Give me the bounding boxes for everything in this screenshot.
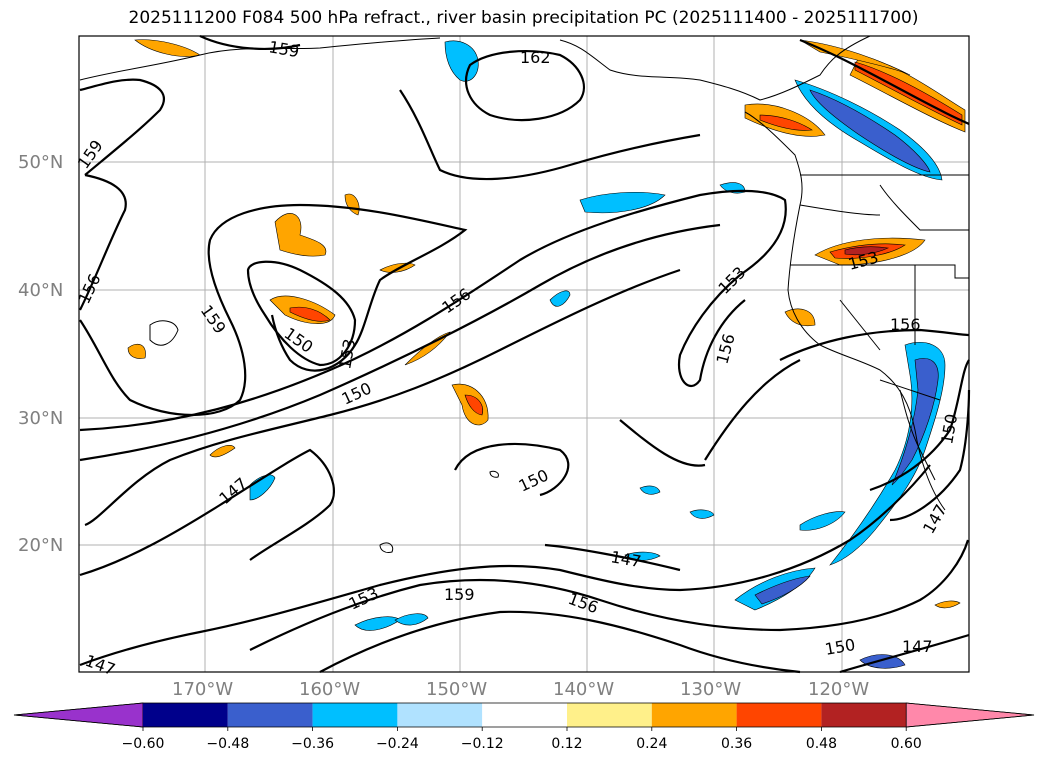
colorbar-bin (227, 703, 313, 727)
precip-patch (394, 613, 429, 626)
state-border (790, 264, 969, 279)
colorbar-tick-label: 0.24 (636, 736, 668, 752)
contour-line (619, 419, 706, 467)
contour-line (799, 38, 970, 125)
precip-patch (891, 358, 939, 486)
colorbar-extend-high (905, 702, 1035, 728)
precip-patch (689, 509, 715, 519)
coastline-alaska (559, 35, 969, 101)
colorbar-bin (143, 703, 228, 727)
precip-patch (209, 445, 236, 458)
precip-patch (859, 654, 906, 669)
contour-line (79, 173, 127, 311)
contour-line (79, 203, 468, 417)
contour-line (779, 328, 970, 361)
contour-line (399, 89, 701, 181)
lat-label-40n: 40°N (18, 280, 64, 301)
precip-patch (639, 485, 661, 495)
contour-line (79, 223, 721, 462)
precip-patch (844, 246, 890, 256)
lat-label-50n: 50°N (18, 152, 64, 173)
precip-patch (464, 394, 483, 416)
contour-line (319, 610, 801, 674)
colorbar-tick-label: 0.48 (805, 736, 837, 752)
contour-line (79, 464, 931, 667)
lat-label-20n: 20°N (18, 535, 64, 556)
lon-label-150w: 150°W (426, 679, 488, 700)
colorbar-bin (821, 703, 907, 727)
border-us-mexico (879, 379, 941, 401)
coastline-north-america (744, 111, 946, 511)
contour-line (704, 359, 801, 461)
contour-label: 147 (902, 637, 933, 656)
contour-line (465, 50, 586, 122)
colorbar-extend-low (13, 702, 144, 728)
colorbar (13, 702, 1035, 731)
precip-patch (829, 342, 946, 566)
contour-line (869, 359, 970, 492)
island (489, 470, 499, 478)
colorbar-bin (397, 703, 483, 727)
lon-label-170w: 170°W (172, 679, 234, 700)
precip-patch (809, 89, 931, 173)
island (379, 542, 394, 553)
precip-patch (274, 213, 327, 257)
colorbar-tick-label: −0.24 (375, 736, 419, 752)
colorbar-tick-label: 0.12 (551, 736, 583, 752)
state-border (879, 184, 969, 231)
precip-patch (549, 290, 571, 307)
colorbar-bin (651, 703, 737, 727)
colorbar-bin (312, 703, 398, 727)
precip-patch (754, 575, 811, 605)
lon-label-120w: 120°W (808, 679, 870, 700)
contour-line (246, 260, 357, 367)
colorbar-tick-label: −0.60 (121, 736, 165, 752)
contour-line (79, 78, 165, 176)
map-frame (78, 35, 970, 673)
contour-line (84, 268, 681, 527)
precip-patch (934, 600, 961, 609)
precip-patch (799, 511, 846, 531)
precip-patch (759, 114, 813, 131)
contour-line (79, 448, 335, 577)
precip-patch (127, 343, 146, 359)
contour-line (79, 189, 787, 432)
contour-label: 159 (444, 585, 475, 604)
lon-label-160w: 160°W (299, 679, 361, 700)
island (149, 320, 179, 346)
colorbar-tick-label: 0.36 (721, 736, 753, 752)
colorbar-tick-label: −0.48 (206, 736, 250, 752)
contour-line (454, 442, 570, 497)
precip-patch (579, 191, 666, 214)
precip-patch (289, 306, 331, 322)
precip-patch (444, 40, 479, 82)
contour-label: 162 (520, 48, 551, 67)
refractivity-contours (79, 35, 971, 674)
colorbar-tick-label: 0.60 (890, 736, 922, 752)
contour-line (544, 543, 681, 572)
contour-line (839, 633, 970, 674)
contour-line (249, 539, 970, 651)
colorbar-bin (736, 703, 822, 727)
colorbar-bin (567, 703, 652, 727)
contour-label: 156 (890, 315, 921, 334)
map-plot-area (79, 36, 969, 672)
state-border (799, 204, 881, 216)
colorbar-tick-label: −0.12 (460, 736, 504, 752)
positive-precip-areas (127, 39, 966, 609)
precip-patch (799, 39, 911, 76)
negative-precip-areas (249, 40, 946, 669)
lon-label-140w: 140°W (553, 679, 615, 700)
colorbar-bin (482, 703, 567, 727)
map-title: 2025111200 F084 500 hPa refract., river … (128, 8, 919, 28)
state-border (839, 299, 881, 351)
lat-label-30n: 30°N (18, 408, 64, 429)
colorbar-tick-label: −0.36 (291, 736, 335, 752)
lon-label-130w: 130°W (680, 679, 742, 700)
contour-line (199, 35, 301, 51)
precip-patch (784, 308, 816, 327)
coastline-baja (899, 389, 936, 481)
